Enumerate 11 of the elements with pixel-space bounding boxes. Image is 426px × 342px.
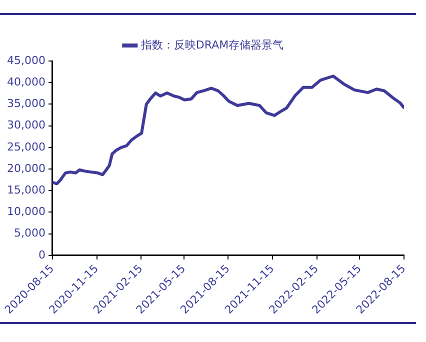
- y-tick-label: 40,000: [6, 75, 46, 88]
- y-tick-label: 5,000: [14, 226, 46, 240]
- y-tick-label: 15,000: [6, 184, 46, 196]
- y-tick-label: 35,000: [6, 97, 46, 110]
- y-tick-label: 10,000: [6, 205, 46, 218]
- y-tick-label: 25,000: [6, 140, 46, 154]
- legend-label: 指数：反映DRAM存储器景气: [140, 38, 284, 52]
- y-tick-label: 30,000: [6, 118, 46, 132]
- y-tick-label: 20,000: [6, 162, 46, 175]
- y-tick-label: 0: [38, 248, 46, 262]
- y-tick-label: 45,000: [6, 54, 46, 67]
